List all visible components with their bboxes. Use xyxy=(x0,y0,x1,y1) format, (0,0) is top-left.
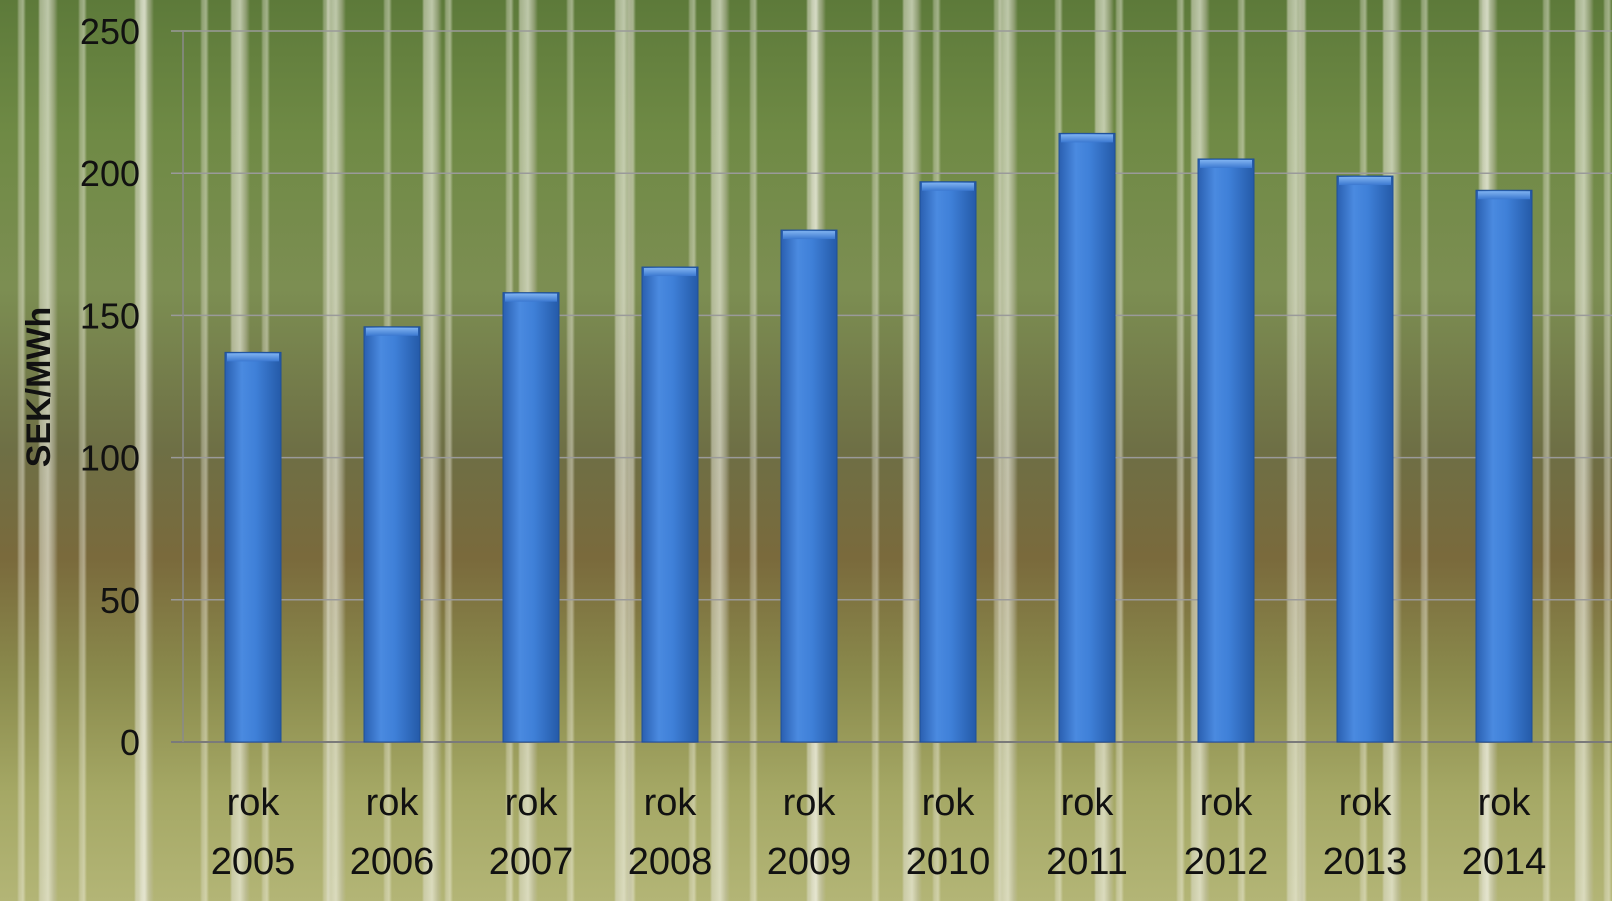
bar xyxy=(780,229,838,743)
y-tick-label: 200 xyxy=(80,153,140,194)
bar xyxy=(1336,175,1394,743)
y-tick-label: 50 xyxy=(100,580,140,621)
bar-highlight xyxy=(922,182,974,191)
bar-body xyxy=(224,351,282,743)
bar xyxy=(919,181,977,743)
bar xyxy=(1475,189,1533,743)
bar-body xyxy=(1475,189,1533,743)
bar xyxy=(641,266,699,743)
y-tick-label: 100 xyxy=(80,438,140,479)
bar xyxy=(502,292,560,743)
bar xyxy=(363,326,421,743)
x-tick-label: rok 2014 xyxy=(1462,782,1547,883)
bar-body xyxy=(502,292,560,743)
bar-highlight xyxy=(1061,134,1113,143)
y-axis-label: SEK/MWh xyxy=(20,307,58,468)
bar-highlight xyxy=(505,293,557,302)
y-axis-ticks: 0 50 100 150 200 250 xyxy=(80,11,140,763)
x-tick-label: rok 2009 xyxy=(767,782,852,883)
x-tick-label: rok 2005 xyxy=(211,782,296,883)
bar-body xyxy=(919,181,977,743)
bar-highlight xyxy=(1478,191,1530,200)
y-tick-label: 150 xyxy=(80,295,140,336)
bar-body xyxy=(1336,175,1394,743)
x-tick-label: rok 2013 xyxy=(1323,782,1408,883)
bar-highlight xyxy=(366,327,418,336)
bar xyxy=(1197,158,1255,743)
bar xyxy=(1058,132,1116,743)
bar-body xyxy=(780,229,838,743)
x-tick-label: rok 2007 xyxy=(489,782,574,883)
bar-highlight xyxy=(644,268,696,277)
bar-highlight xyxy=(1200,159,1252,168)
x-tick-label: rok 2011 xyxy=(1046,782,1128,883)
y-tick-label: 0 xyxy=(120,722,140,763)
x-tick-label: rok 2006 xyxy=(350,782,435,883)
bar-highlight xyxy=(1339,177,1391,186)
bar-body xyxy=(363,326,421,743)
bar-highlight xyxy=(783,231,835,240)
x-tick-label: rok 2010 xyxy=(906,782,991,883)
x-axis-labels: rok 2005 rok 2006 rok 2007 rok 2008 rok 2009 rok 20… xyxy=(211,782,1547,883)
bars xyxy=(224,132,1533,743)
y-tick-label: 250 xyxy=(80,11,140,52)
x-tick-label: rok 2008 xyxy=(628,782,713,883)
bar-body xyxy=(1197,158,1255,743)
bar xyxy=(224,351,282,743)
bar-body xyxy=(641,266,699,743)
x-tick-label: rok 2012 xyxy=(1184,782,1269,883)
bar-body xyxy=(1058,132,1116,743)
bar-highlight xyxy=(227,353,279,362)
